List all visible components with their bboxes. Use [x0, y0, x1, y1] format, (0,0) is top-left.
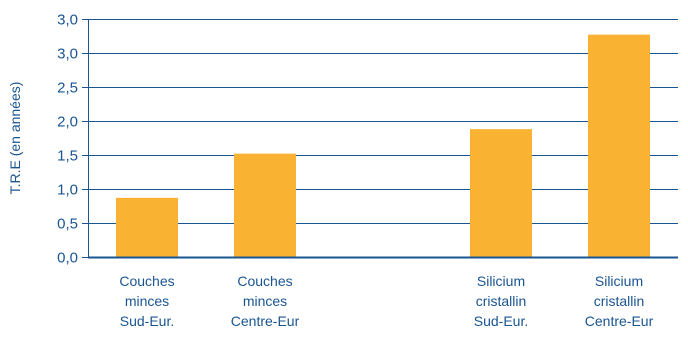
y-tick-labels: 0,0 0,5 1,0 1,5 2,0 2,5 3,0 3,0	[57, 12, 78, 267]
y-tick-label: 0,5	[57, 216, 78, 233]
bar	[588, 34, 650, 257]
bar	[234, 153, 296, 257]
x-category-label: Silicium cristallin Sud-Eur.	[474, 273, 528, 329]
grid	[88, 19, 678, 224]
x-category-labels: Couches minces Sud-Eur. Couches minces Centre…	[119, 273, 654, 329]
y-tick-label: 3,0	[57, 46, 78, 63]
y-tick-label: 2,0	[57, 114, 78, 131]
bar	[116, 197, 178, 257]
bar	[470, 129, 532, 257]
y-tick-label: 0,0	[57, 250, 78, 267]
bars	[116, 34, 650, 257]
x-category-label: Silicium cristallin Centre-Eur	[585, 273, 654, 329]
x-category-label: Couches minces Centre-Eur	[231, 273, 300, 329]
y-axis-title: T.R.E (en années)	[7, 82, 23, 195]
y-tick-label: 1,5	[57, 148, 78, 165]
axes	[82, 19, 678, 259]
y-tick-label: 1,0	[57, 182, 78, 199]
y-tick-label: 3,0	[57, 12, 78, 29]
x-category-label: Couches minces Sud-Eur.	[119, 273, 174, 329]
y-tick-label: 2,5	[57, 80, 78, 97]
